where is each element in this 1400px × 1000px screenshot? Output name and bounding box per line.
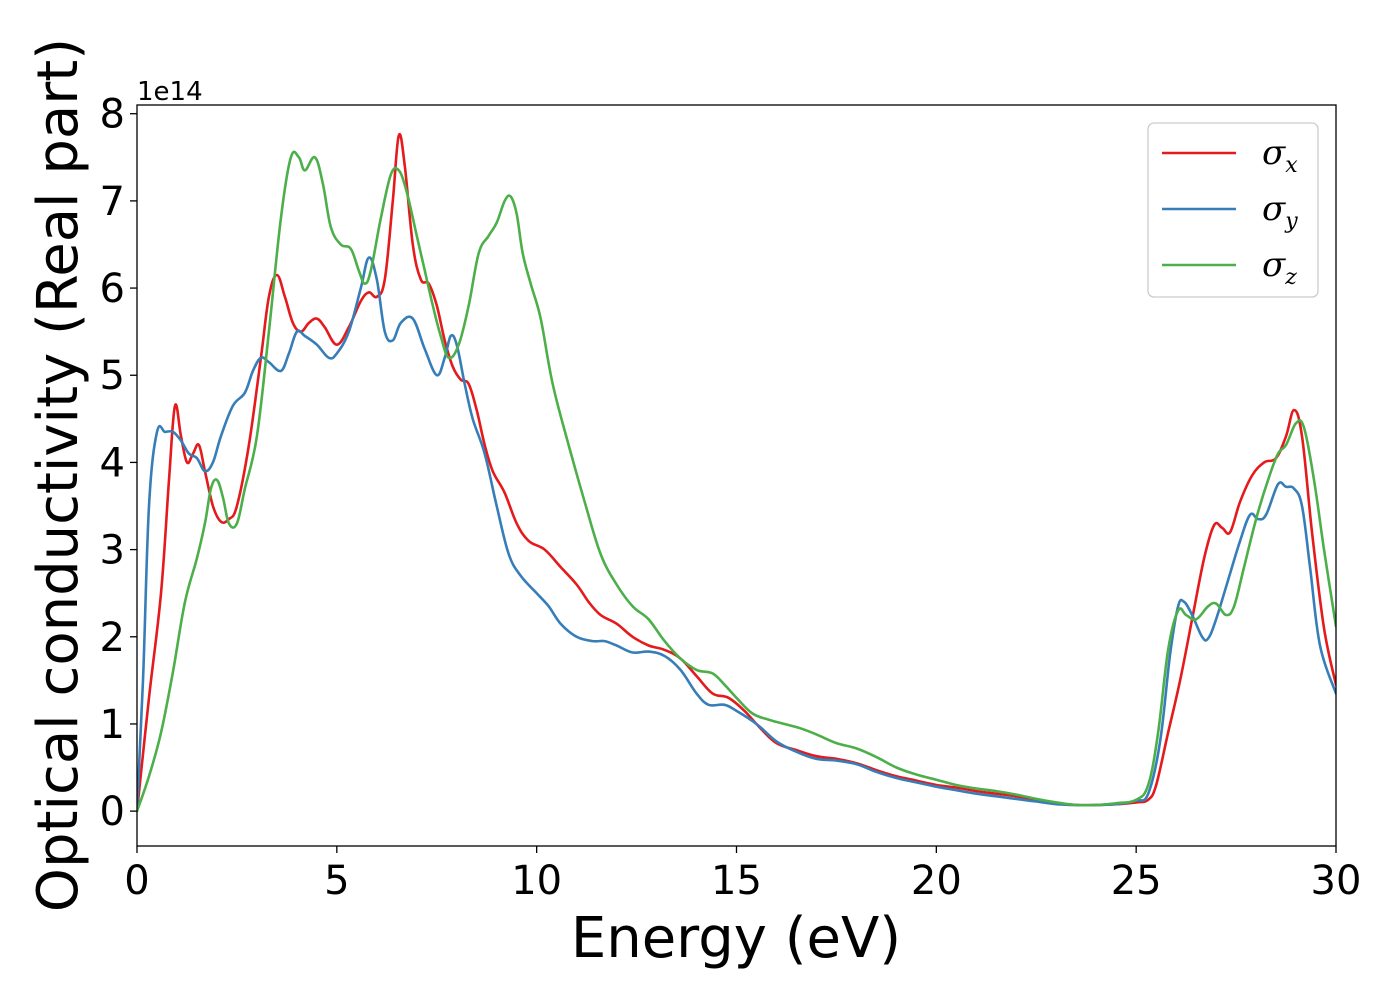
series-line-x [137,132,1336,813]
legend-label-y: σy [1262,189,1298,234]
y-tick-label: 6 [100,266,125,312]
y-axis-title: Optical conductivity (Real part) [26,38,91,912]
y-tick-label: 1 [100,702,125,748]
legend-label-x: σx [1262,133,1298,178]
x-tick-label: 5 [324,858,349,904]
legend-label-z: σz [1262,245,1297,290]
x-tick-label: 10 [511,858,562,904]
y-tick-label: 8 [100,92,125,138]
y-tick-label: 2 [100,615,125,661]
x-tick-label: 25 [1111,858,1162,904]
x-tick-label: 0 [124,858,149,904]
y-axis: 0 1 2 3 4 5 6 7 8 [100,92,137,835]
y-tick-label: 0 [100,789,125,835]
y-tick-label: 5 [100,353,125,399]
y-tick-label: 7 [100,179,125,225]
series-layer [137,132,1336,813]
series-line-y [137,256,1336,813]
y-offset-label: 1e14 [137,77,203,107]
x-axis: 0 5 10 15 20 25 30 [124,846,1361,904]
x-tick-label: 30 [1311,858,1362,904]
y-tick-label: 3 [100,528,125,574]
y-tick-label: 4 [100,440,125,486]
x-tick-label: 15 [711,858,762,904]
series-line-z [137,150,1336,813]
legend: σx σy σz [1147,122,1319,298]
x-axis-title: Energy (eV) [571,906,901,971]
x-tick-label: 20 [911,858,962,904]
